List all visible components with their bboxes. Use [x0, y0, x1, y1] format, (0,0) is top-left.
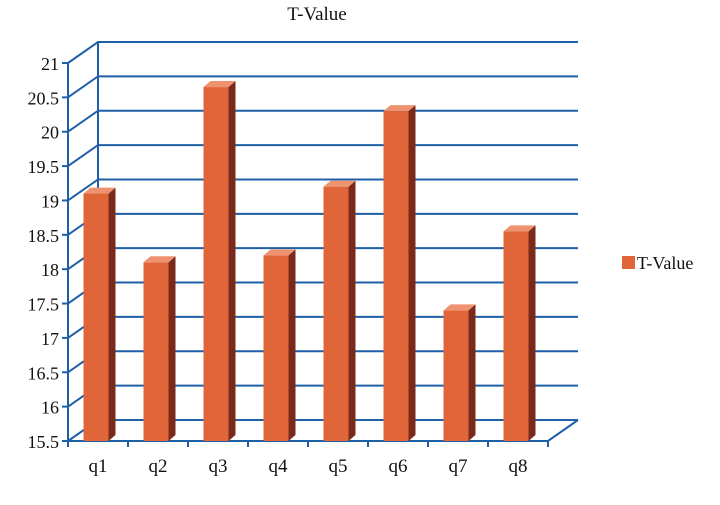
x-tick-label: q1: [89, 456, 108, 477]
x-tick-label: q4: [269, 456, 289, 477]
bar: [503, 225, 536, 441]
chart-title: T-Value: [287, 4, 346, 25]
bar-side: [468, 304, 476, 441]
y-tick-label: 15.5: [28, 432, 60, 452]
y-tick-label: 17.5: [28, 295, 60, 315]
bar-top: [443, 304, 476, 311]
bar-side: [168, 256, 176, 441]
bar-front: [263, 255, 289, 441]
bar-side: [348, 180, 356, 441]
legend-label: T-Value: [637, 253, 693, 273]
gridline: [67, 109, 578, 133]
bar-top: [503, 225, 536, 232]
y-tick-label: 19: [41, 191, 59, 211]
bar: [203, 81, 236, 442]
gridlines: [62, 41, 579, 447]
bar-front: [143, 262, 169, 441]
legend-swatch: [622, 256, 635, 269]
bar-top: [203, 81, 236, 88]
bar: [443, 304, 476, 441]
gridline: [67, 178, 578, 202]
legend: T-Value: [622, 253, 693, 273]
x-tick-label: q2: [149, 456, 168, 477]
bar: [263, 249, 296, 441]
x-tick-label: q5: [329, 456, 348, 477]
y-tick-label: 16.5: [28, 363, 60, 383]
bar-side: [288, 249, 296, 441]
x-tick-label: q7: [449, 456, 468, 477]
gridline: [67, 144, 578, 167]
y-tick-label: 20: [41, 123, 59, 143]
gridline: [67, 212, 578, 236]
bar-front: [383, 111, 409, 441]
x-axis-ticks: q1 q2 q3 q4 q5 q6 q7 q8: [89, 456, 528, 477]
y-tick-label: 20.5: [28, 88, 60, 108]
y-tick-label: 19.5: [28, 157, 60, 177]
y-tick-label: 16: [41, 398, 59, 418]
bar-side: [408, 105, 416, 441]
y-axis-ticks: 15.5 16 16.5 17 17.5 18 18.5 19 19.5 20 20.5 21: [28, 54, 60, 452]
x-tick-label: q8: [509, 456, 528, 477]
bar-side: [108, 187, 116, 441]
bar: [323, 180, 356, 441]
bar-front: [323, 186, 349, 441]
bar: [143, 256, 176, 441]
bar: [383, 105, 416, 441]
x-tick-label: q6: [389, 456, 408, 477]
bar-front: [83, 193, 109, 441]
y-tick-label: 18.5: [28, 226, 60, 246]
bar-top: [83, 187, 116, 194]
y-tick-label: 21: [41, 54, 59, 74]
bar-front: [203, 87, 229, 442]
y-tick-label: 18: [41, 260, 59, 280]
bar-side: [528, 225, 536, 441]
x-tick-label: q3: [209, 456, 228, 477]
bar-top: [323, 180, 356, 187]
bars: [83, 81, 536, 442]
bar-side: [228, 81, 236, 442]
bar-front: [503, 231, 529, 441]
bar-front: [443, 310, 469, 441]
bar-top: [143, 256, 176, 263]
bar-top: [383, 105, 416, 112]
bar: [83, 187, 116, 441]
bar-top: [263, 249, 296, 256]
y-tick-label: 17: [41, 329, 59, 349]
gridline: [67, 75, 578, 99]
gridline: [67, 41, 578, 64]
